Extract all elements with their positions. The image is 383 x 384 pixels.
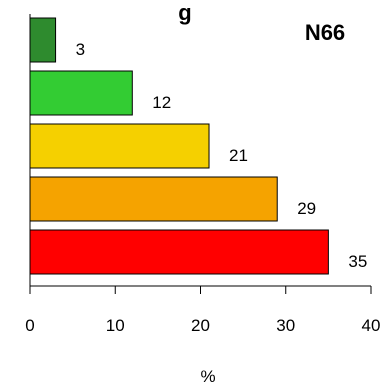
x-axis-title: % bbox=[200, 367, 215, 384]
value-label-2: 12 bbox=[152, 93, 171, 112]
value-label-3: 21 bbox=[229, 146, 248, 165]
bar-5 bbox=[29, 229, 329, 275]
bar-4 bbox=[29, 176, 278, 222]
value-label-5: 35 bbox=[348, 252, 367, 271]
value-labels-group: 3 12 21 29 35 bbox=[76, 40, 368, 271]
x-tick-label-40: 40 bbox=[362, 316, 381, 335]
value-label-1: 3 bbox=[76, 40, 85, 59]
x-tick-label-10: 10 bbox=[106, 316, 125, 335]
panel-label: N66 bbox=[305, 20, 345, 45]
bar-2 bbox=[29, 70, 133, 116]
bar-3 bbox=[29, 123, 210, 169]
bars-group bbox=[29, 17, 329, 275]
x-ticks-group: 0 10 20 30 40 bbox=[25, 286, 380, 335]
value-label-4: 29 bbox=[297, 199, 316, 218]
chart-title: g bbox=[178, 0, 191, 25]
bar-1 bbox=[29, 17, 57, 63]
x-tick-label-0: 0 bbox=[25, 316, 34, 335]
x-tick-label-30: 30 bbox=[276, 316, 295, 335]
x-tick-label-20: 20 bbox=[191, 316, 210, 335]
